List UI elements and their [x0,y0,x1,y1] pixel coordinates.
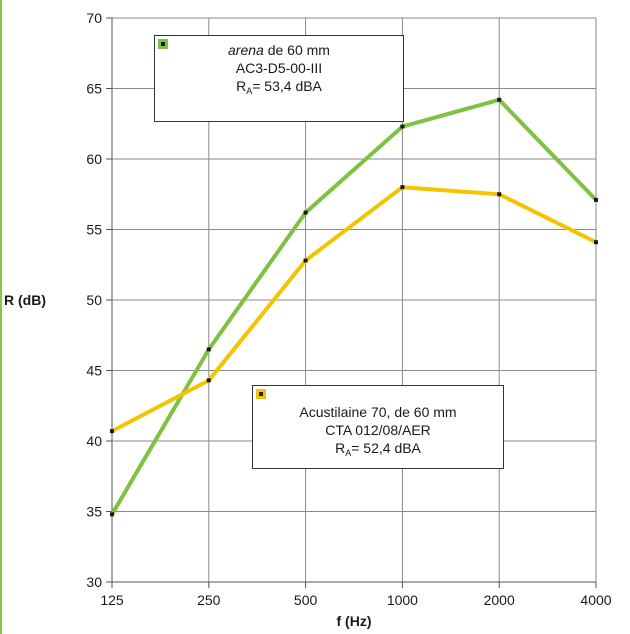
series-line-0 [110,97,598,516]
x-tick-label: 250 [197,592,221,608]
x-tick-labels: 125 250 500 1000 2000 4000 [100,592,611,608]
x-tick-label: 2000 [484,592,515,608]
y-tick-label: 65 [86,81,102,97]
y-tick-label: 60 [86,151,102,167]
x-tick-label: 125 [100,592,124,608]
left-border-line [0,0,2,634]
legend-arena-ra: RA= 53,4 dBA [236,78,322,96]
y-tick-label: 40 [86,433,102,449]
y-tick-label: 35 [86,504,102,520]
data-point-marker [400,185,405,190]
legend-arena-title: arena de 60 mm [228,42,330,58]
data-point-marker [497,97,502,102]
legend-acustilaine-ra: RA= 52,4 dBA [335,440,421,458]
data-point-marker [110,512,114,517]
legend-acustilaine-title: Acustilaine 70, de 60 mm [299,404,457,420]
y-tick-label: 50 [86,292,102,308]
data-point-marker [594,240,598,245]
data-point-marker [497,192,502,197]
axes [106,17,597,588]
data-point-marker [206,378,211,383]
series-lines [110,97,598,517]
legend-swatch-arena [158,39,168,49]
data-point-marker [206,347,211,352]
series-line-1 [111,185,597,433]
y-tick-label: 30 [86,574,102,590]
data-point-marker [594,197,598,202]
data-point-marker [303,258,308,263]
x-tick-label: 4000 [580,592,611,608]
y-axis-title: R (dB) [4,292,46,308]
y-tick-labels: 30 35 40 45 50 55 60 65 70 [86,10,102,590]
y-tick-label: 55 [86,222,102,238]
data-point-marker [400,124,405,129]
legend-arena-code: AC3-D5-00-III [235,60,323,76]
data-point-marker [303,210,308,215]
y-tick-label: 45 [86,363,102,379]
x-tick-label: 500 [294,592,318,608]
legend-swatch-acustilaine [256,389,266,399]
x-tick-label: 1000 [387,592,418,608]
y-tick-label: 70 [86,10,102,26]
legend-acustilaine: Acustilaine 70, de 60 mm CTA 012/08/AER … [252,385,504,469]
data-point-marker [110,429,114,434]
legend-arena: arena de 60 mm AC3-D5-00-III RA= 53,4 dB… [154,35,404,122]
legend-acustilaine-code: CTA 012/08/AER [325,422,431,438]
x-axis-title: f (Hz) [337,613,372,629]
